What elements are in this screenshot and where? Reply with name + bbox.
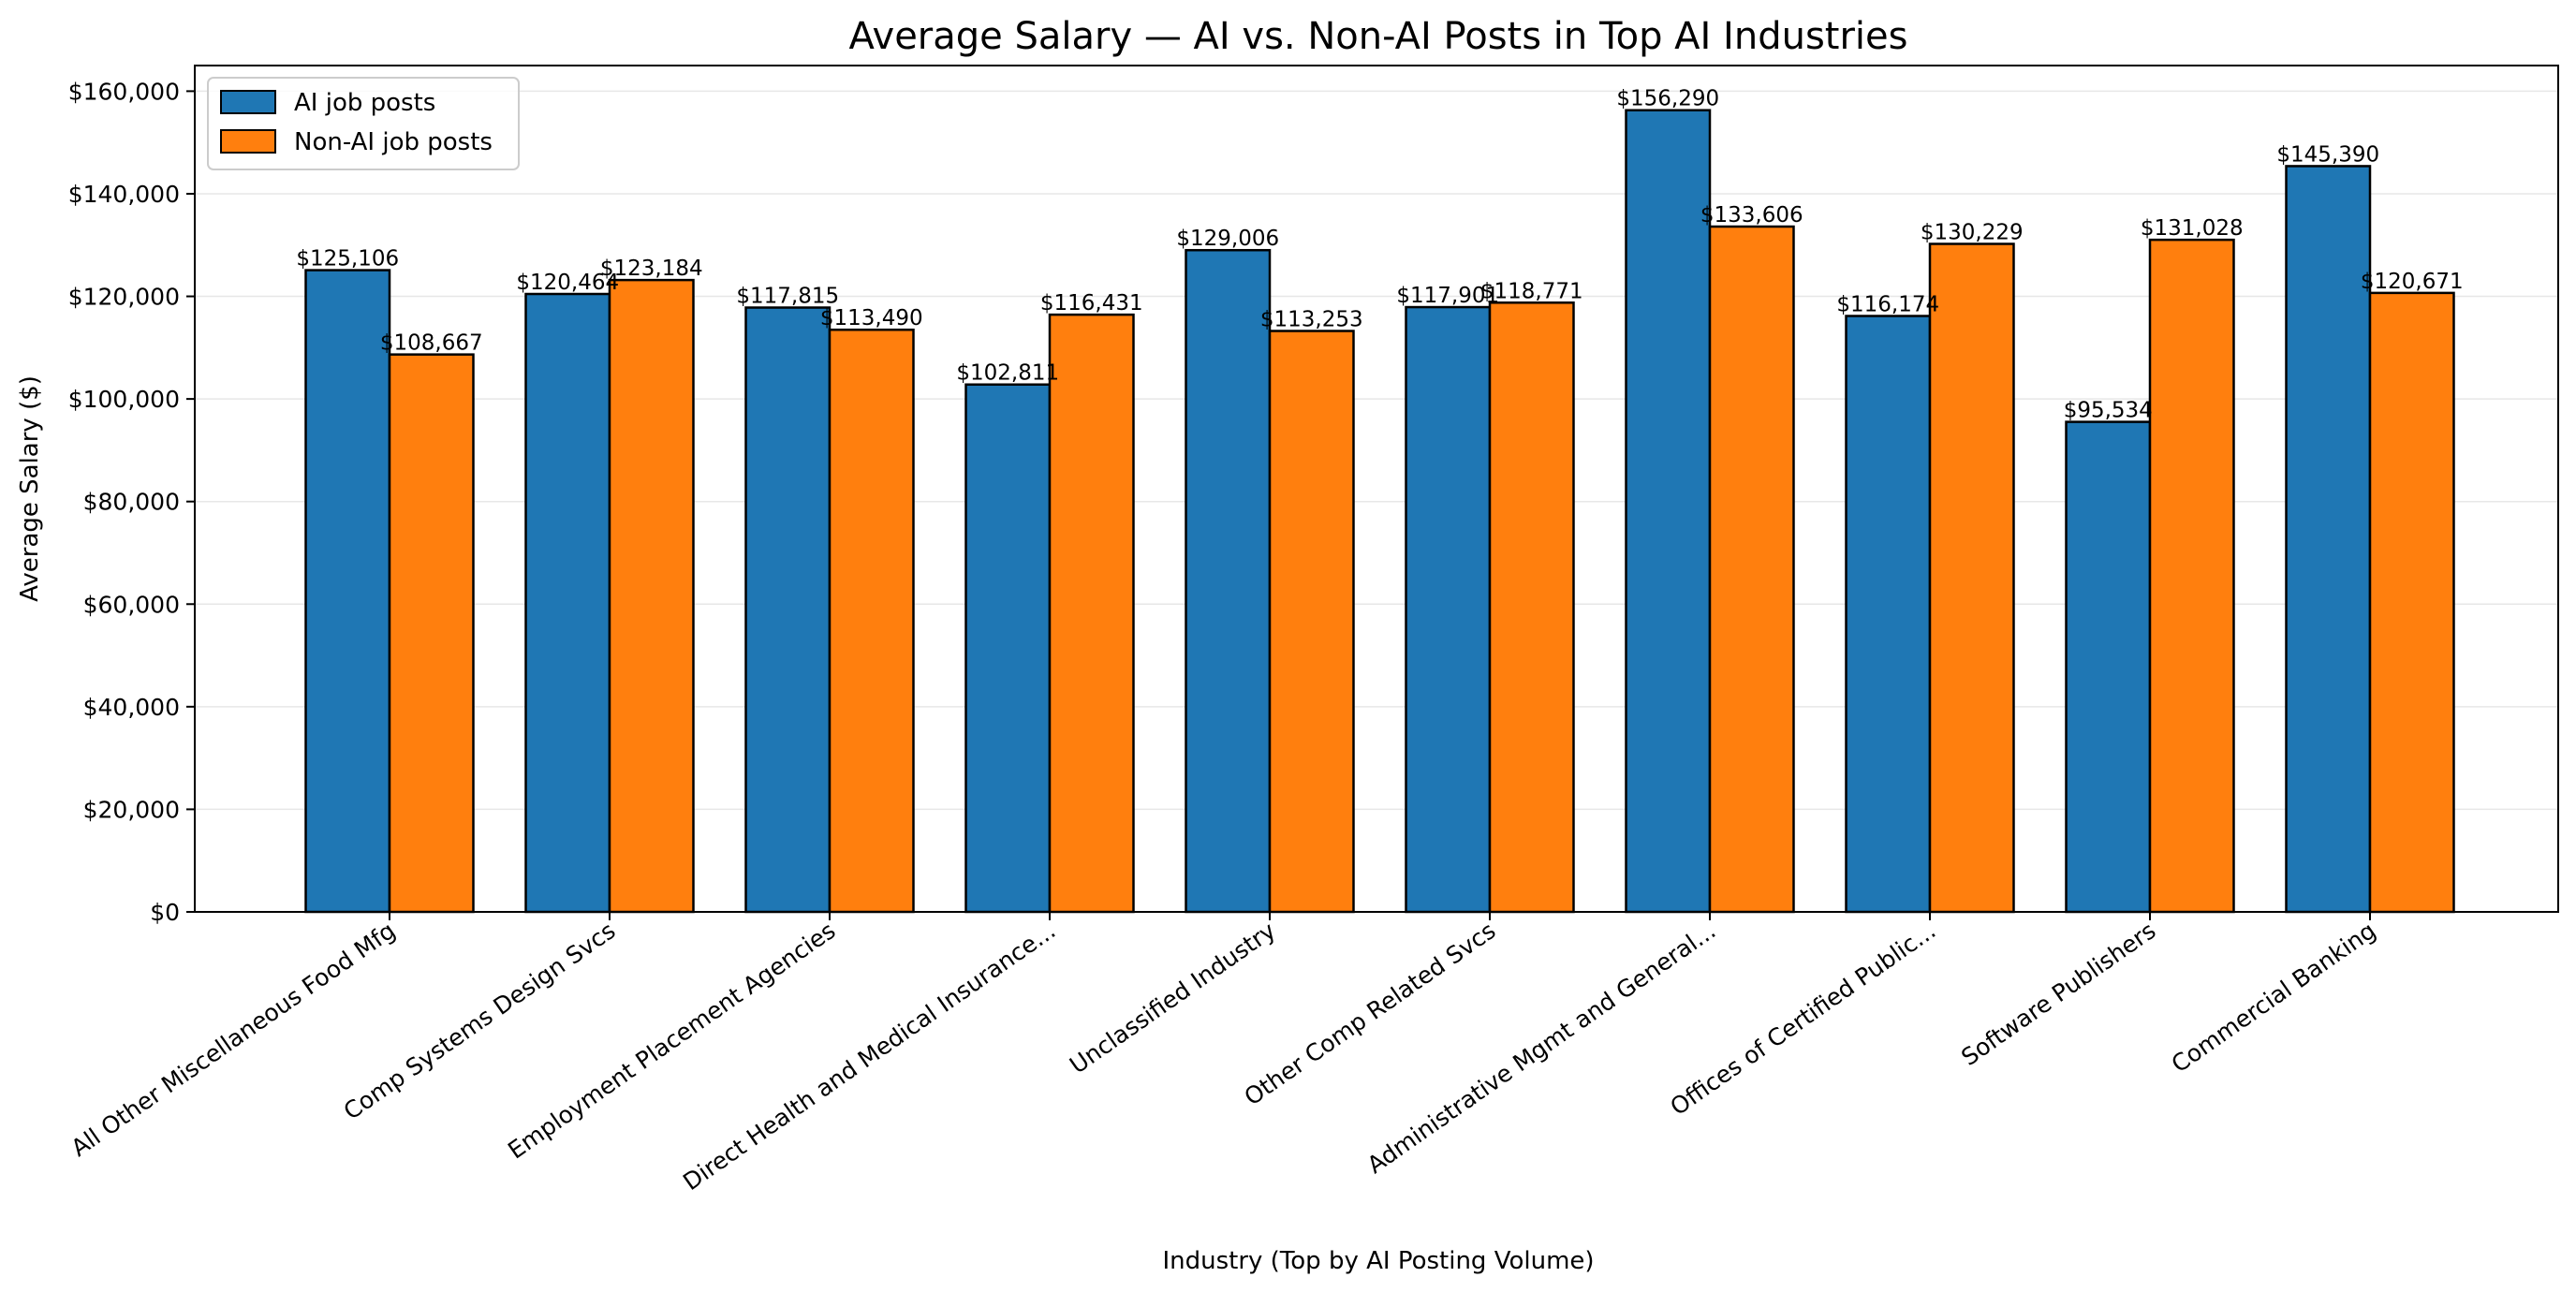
data-label-ai-7: $116,174 — [1836, 293, 1939, 317]
y-tick-label: $20,000 — [83, 796, 180, 823]
chart-title: Average Salary — AI vs. Non-AI Posts in … — [849, 15, 1908, 58]
legend-frame — [207, 77, 520, 170]
bar-ai-8 — [2065, 420, 2152, 914]
bar-ai-1 — [524, 292, 611, 914]
bar-non-ai-5 — [1488, 301, 1575, 914]
data-label-non-ai-1: $123,184 — [600, 257, 703, 281]
y-tick-label: $100,000 — [68, 386, 180, 413]
y-tick-label: $0 — [150, 899, 180, 926]
bar-non-ai-8 — [2148, 238, 2235, 914]
y-tick-label: $40,000 — [83, 694, 180, 721]
bar-non-ai-6 — [1708, 225, 1795, 914]
legend-label-ai: AI job posts — [294, 89, 435, 117]
data-label-non-ai-9: $120,671 — [2361, 270, 2464, 294]
bar-ai-7 — [1845, 315, 1932, 914]
data-label-non-ai-5: $118,771 — [1480, 279, 1583, 303]
data-labels: $125,106 $120,464 $117,815 $102,811 $129,006… — [296, 87, 2463, 423]
bar-ai-5 — [1405, 305, 1492, 914]
data-label-ai-6: $156,290 — [1616, 87, 1719, 111]
x-tick-label: Other Comp Related Svcs — [1240, 917, 1501, 1110]
data-label-non-ai-3: $116,431 — [1040, 291, 1143, 316]
data-label-non-ai-4: $113,253 — [1260, 308, 1363, 332]
bars — [304, 109, 2455, 914]
y-tick-label: $80,000 — [83, 489, 180, 516]
data-label-non-ai-7: $130,229 — [1921, 221, 2024, 245]
bar-non-ai-3 — [1048, 313, 1135, 914]
data-label-non-ai-0: $108,667 — [380, 331, 483, 356]
y-tick-label: $140,000 — [68, 181, 180, 208]
bar-non-ai-9 — [2368, 291, 2455, 914]
bar-non-ai-7 — [1928, 242, 2015, 914]
data-label-ai-8: $95,534 — [2064, 399, 2153, 423]
data-label-ai-2: $117,815 — [736, 285, 839, 309]
data-label-non-ai-6: $133,606 — [1700, 203, 1803, 228]
bar-ai-3 — [964, 383, 1052, 914]
bar-non-ai-4 — [1268, 330, 1355, 914]
bar-ai-0 — [304, 269, 391, 914]
bar-non-ai-1 — [608, 278, 695, 914]
legend-label-non-ai: Non-AI job posts — [294, 128, 493, 156]
legend: AI job posts Non-AI job posts — [207, 77, 520, 170]
y-axis-label: Average Salary ($) — [16, 375, 44, 602]
data-label-ai-3: $102,811 — [956, 361, 1059, 386]
data-label-non-ai-8: $131,028 — [2141, 216, 2244, 241]
data-label-ai-9: $145,390 — [2276, 142, 2379, 167]
x-tick-label: Unclassified Industry — [1065, 917, 1281, 1079]
data-label-ai-1: $120,464 — [516, 271, 619, 295]
y-tick-label: $120,000 — [68, 284, 180, 311]
data-label-ai-4: $129,006 — [1176, 227, 1279, 251]
y-tick-label: $160,000 — [68, 78, 180, 105]
data-label-ai-5: $117,901 — [1396, 284, 1499, 308]
x-tick-label: Software Publishers — [1956, 917, 2160, 1071]
x-tick-label: Commercial Banking — [2167, 917, 2381, 1078]
bar-non-ai-0 — [388, 353, 475, 914]
bar-ai-9 — [2285, 165, 2372, 914]
data-label-ai-0: $125,106 — [296, 247, 399, 272]
x-axis-label: Industry (Top by AI Posting Volume) — [1162, 1247, 1594, 1275]
x-tick-label: Administrative Mgmt and General... — [1362, 917, 1721, 1179]
bar-ai-2 — [744, 306, 832, 914]
legend-swatch-non-ai — [220, 129, 276, 154]
data-label-non-ai-2: $113,490 — [820, 306, 923, 330]
plot-frame — [194, 65, 2559, 913]
legend-swatch-ai — [220, 90, 276, 114]
x-tick-label: Direct Health and Medical Insurance... — [678, 917, 1060, 1196]
bar-non-ai-2 — [828, 328, 915, 914]
y-tick-label: $60,000 — [83, 591, 180, 618]
bar-ai-4 — [1185, 248, 1272, 914]
bar-ai-6 — [1625, 109, 1712, 914]
y-axis: $0 $20,000 $40,000 $60,000 $80,000 $100,000 $1… — [68, 78, 195, 926]
x-tick-label: All Other Miscellaneous Food Mfg — [66, 917, 401, 1162]
